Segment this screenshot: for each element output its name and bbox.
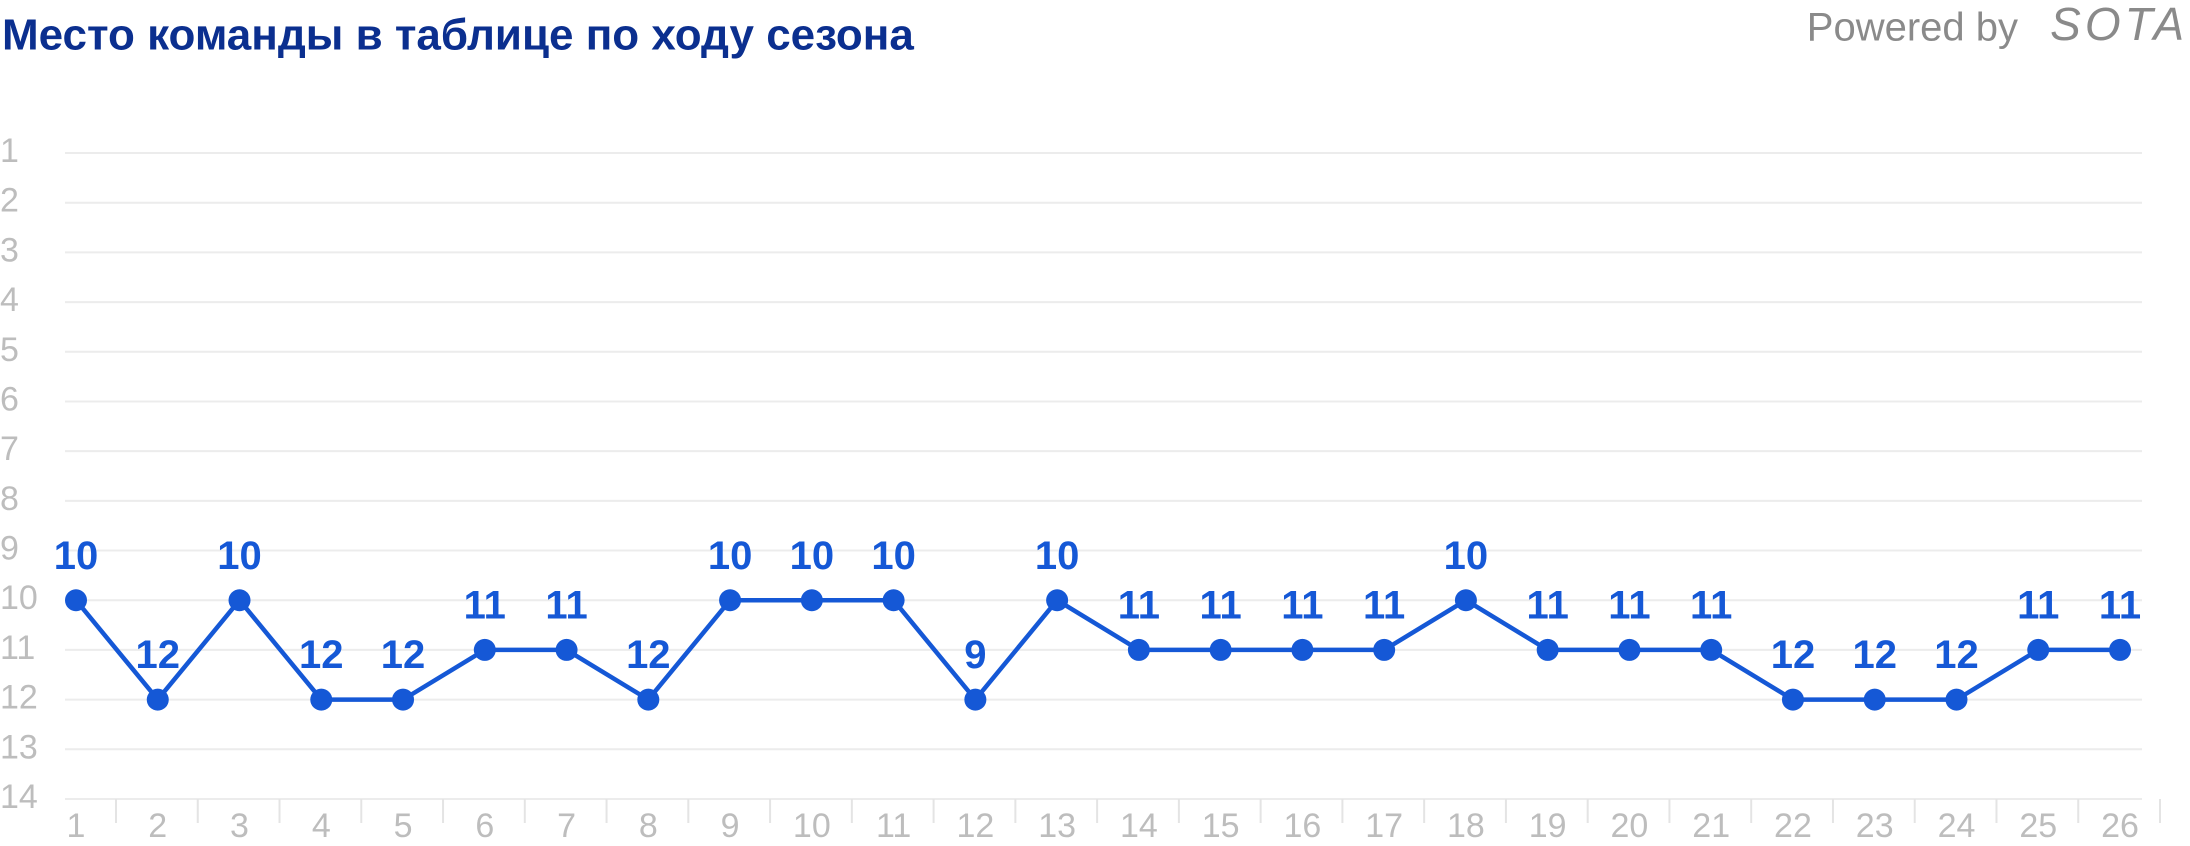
x-tick-label: 2 [148,807,167,845]
data-label: 11 [2099,583,2141,627]
x-tick-label: 13 [1038,807,1076,845]
data-label: 11 [1527,583,1569,627]
point [1618,638,1641,661]
point [1373,638,1396,661]
x-tick-label: 25 [2019,807,2057,845]
point [964,688,987,711]
x-tick-label: 15 [1202,807,1240,845]
data-label: 12 [381,633,426,677]
x-tick-label: 17 [1365,807,1403,845]
data-label: 11 [1281,583,1323,627]
data-label: 10 [790,534,835,578]
x-tick-label: 16 [1283,807,1321,845]
point [1700,638,1723,661]
data-label: 12 [136,633,181,677]
data-label: 11 [1199,583,1241,627]
y-tick-label: 6 [0,380,19,418]
x-tick-label: 14 [1120,807,1158,845]
x-tick-label: 6 [475,807,494,845]
y-tick-label: 4 [0,281,19,319]
point [1291,638,1314,661]
x-tick-label: 9 [721,807,740,845]
x-tick-label: 23 [1856,807,1894,845]
point [1863,688,1886,711]
data-label: 10 [1444,534,1489,578]
data-label: 10 [871,534,916,578]
x-tick-label: 7 [557,807,576,845]
point [1046,589,1069,612]
chart-title: Место команды в таблице по ходу сезона [2,11,914,60]
x-tick-label: 5 [394,807,413,845]
y-tick-label: 10 [0,579,38,617]
point [1536,638,1559,661]
x-tick-label: 19 [1529,807,1567,845]
data-label: 10 [54,534,99,578]
point [800,589,823,612]
point [1454,589,1477,612]
y-tick-label: 7 [0,430,19,468]
data-label: 11 [464,583,506,627]
x-tick-label: 22 [1774,807,1812,845]
data-label: 11 [1118,583,1160,627]
point [65,589,87,612]
x-tick-label: 1 [67,807,86,845]
x-tick-label: 12 [956,807,994,845]
point [1945,688,1968,711]
x-tick-label: 24 [1938,807,1976,845]
point [310,688,333,711]
point [1209,638,1232,661]
data-label: 10 [217,534,262,578]
data-label: 11 [1690,583,1732,627]
y-tick-label: 9 [0,530,19,568]
x-tick-label: 3 [230,807,249,845]
point [555,638,578,661]
y-tick-label: 8 [0,480,19,518]
x-tick-label: 11 [876,807,911,845]
x-tick-label: 8 [639,807,658,845]
x-tick-label: 18 [1447,807,1485,845]
point [1127,638,1150,661]
x-tick-label: 21 [1692,807,1730,845]
line [74,597,2120,702]
y-tick-label: 1 [0,132,19,170]
data-label: 9 [964,633,986,677]
data-label: 12 [1771,633,1816,677]
data-label: 12 [1852,633,1897,677]
y-tick-label: 13 [0,728,38,766]
point [146,688,169,711]
data-label: 11 [1608,583,1650,627]
point [882,589,905,612]
data-label: 11 [1363,583,1405,627]
point [2027,638,2050,661]
data-label: 11 [545,583,587,627]
data-label: 10 [708,534,753,578]
point [228,589,251,612]
point [1781,688,1804,711]
y-tick-label: 12 [0,679,38,717]
y-tick-label: 2 [0,182,19,220]
point [392,688,415,711]
x-tick-label: 26 [2101,807,2139,845]
point [473,638,496,661]
y-tick-label: 14 [0,778,38,816]
x-tick-label: 10 [793,807,831,845]
point [637,688,660,711]
point [719,589,742,612]
y-tick-label: 11 [0,629,35,667]
data-label: 12 [626,633,671,677]
credit: Powered by [1807,6,2018,50]
point [2109,638,2131,661]
data-label: 12 [299,633,344,677]
brand-logo: SOTA [2050,0,2188,50]
y-tick-label: 3 [0,231,19,269]
data-label: 10 [1035,534,1080,578]
y-tick-label: 5 [0,331,19,369]
x-tick-label: 4 [312,807,331,845]
x-tick-label: 20 [1611,807,1649,845]
data-label: 11 [2017,583,2059,627]
data-label: 12 [1934,633,1979,677]
